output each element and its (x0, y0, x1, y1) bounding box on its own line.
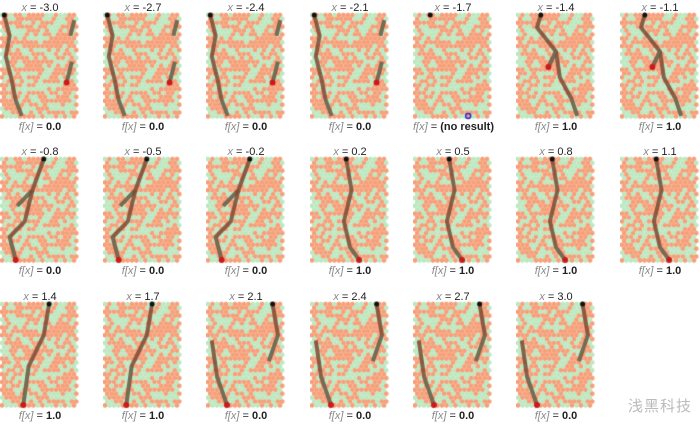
panel-title: x = -1.4 (537, 2, 575, 14)
panel: x = 2.7 f[x] = 0.0 (413, 291, 493, 431)
panel-result: f[x] = 0.0 (121, 265, 165, 277)
panel-title: x = -1.7 (434, 2, 472, 14)
panel-title: x = 1.1 (643, 146, 677, 158)
panel: x = -0.2 f[x] = 0.0 (206, 146, 286, 286)
hex-grid-image (620, 156, 700, 264)
hex-grid-image (310, 156, 390, 264)
hex-grid-image (0, 12, 80, 120)
panel: x = 0.8 f[x] = 1.0 (516, 146, 596, 286)
panel-title: x = 1.7 (126, 291, 160, 303)
panel-title: x = 0.2 (333, 146, 367, 158)
hex-grid-image (0, 156, 80, 264)
panel: x = -2.4 f[x] = 0.0 (206, 2, 286, 142)
panel: x = 0.2 f[x] = 1.0 (310, 146, 390, 286)
hex-grid-image (0, 301, 80, 409)
panel-result: f[x] = 0.0 (328, 121, 372, 133)
panel: x = -1.1 f[x] = 1.0 (620, 2, 700, 142)
hex-grid-image (206, 156, 286, 264)
panel: x = -2.7 f[x] = 0.0 (103, 2, 183, 142)
panel-result: f[x] = 0.0 (121, 121, 165, 133)
panel: x = -3.0 f[x] = 0.0 (0, 2, 80, 142)
panel: x = 1.4 f[x] = 1.0 (0, 291, 80, 431)
panel-title: x = -2.1 (331, 2, 369, 14)
hex-grid-image (103, 12, 183, 120)
panel-title: x = -0.2 (227, 146, 265, 158)
panel-result: f[x] = 0.0 (534, 410, 578, 422)
panel-result: f[x] = 1.0 (638, 265, 682, 277)
hex-grid-image (103, 156, 183, 264)
hex-grid-image (206, 301, 286, 409)
panel-title: x = 3.0 (539, 291, 573, 303)
hex-grid-image (103, 301, 183, 409)
panel-title: x = -2.7 (124, 2, 162, 14)
hex-grid-image (516, 12, 596, 120)
hex-grid-image (413, 12, 493, 120)
panel-result: f[x] = 0.0 (224, 265, 268, 277)
hex-grid-image (516, 156, 596, 264)
panel: x = 2.4 f[x] = 0.0 (310, 291, 390, 431)
panel: x = -1.7 f[x] = (no result) (413, 2, 494, 142)
panel-title: x = -0.8 (21, 146, 59, 158)
panel: x = 1.1 f[x] = 1.0 (620, 146, 700, 286)
panel: x = 2.1 f[x] = 0.0 (206, 291, 286, 431)
panel-title: x = -2.4 (227, 2, 265, 14)
panel-result: f[x] = 1.0 (328, 265, 372, 277)
hex-grid-image (413, 301, 493, 409)
panel-result: f[x] = 1.0 (534, 265, 578, 277)
panel-result: f[x] = 1.0 (121, 410, 165, 422)
panel-title: x = -0.5 (124, 146, 162, 158)
panel-result: f[x] = 1.0 (638, 121, 682, 133)
panel-title: x = 1.4 (23, 291, 57, 303)
panel-title: x = 2.7 (436, 291, 470, 303)
panel-result: f[x] = 0.0 (224, 121, 268, 133)
hex-grid-image (310, 301, 390, 409)
panel-result: f[x] = 0.0 (18, 265, 62, 277)
panel: x = -0.8 f[x] = 0.0 (0, 146, 80, 286)
panel-title: x = 2.4 (333, 291, 367, 303)
panel: x = 1.7 f[x] = 1.0 (103, 291, 183, 431)
hex-grid-image (310, 12, 390, 120)
panel-result: f[x] = (no result) (413, 121, 494, 133)
panel-result: f[x] = 1.0 (431, 265, 475, 277)
panel-result: f[x] = 0.0 (18, 121, 62, 133)
panel: x = -2.1 f[x] = 0.0 (310, 2, 390, 142)
panel: x = -0.5 f[x] = 0.0 (103, 146, 183, 286)
panel-result: f[x] = 0.0 (431, 410, 475, 422)
panel-title: x = -3.0 (21, 2, 59, 14)
panel: x = 3.0 f[x] = 0.0 (516, 291, 596, 431)
panel-title: x = 0.8 (539, 146, 573, 158)
panel: x = 0.5 f[x] = 1.0 (413, 146, 493, 286)
panel-title: x = 2.1 (229, 291, 263, 303)
panel-result: f[x] = 0.0 (224, 410, 268, 422)
watermark: 浅黑科技 (627, 398, 692, 415)
panel-result: f[x] = 1.0 (534, 121, 578, 133)
panel: x = -1.4 f[x] = 1.0 (516, 2, 596, 142)
hex-grid-image (620, 12, 700, 120)
panel-result: f[x] = 1.0 (18, 410, 62, 422)
panel-result: f[x] = 0.0 (328, 410, 372, 422)
hex-grid-image (516, 301, 596, 409)
panel-title: x = -1.1 (641, 2, 679, 14)
hex-grid-image (206, 12, 286, 120)
hex-grid-image (413, 156, 493, 264)
panel-title: x = 0.5 (436, 146, 470, 158)
